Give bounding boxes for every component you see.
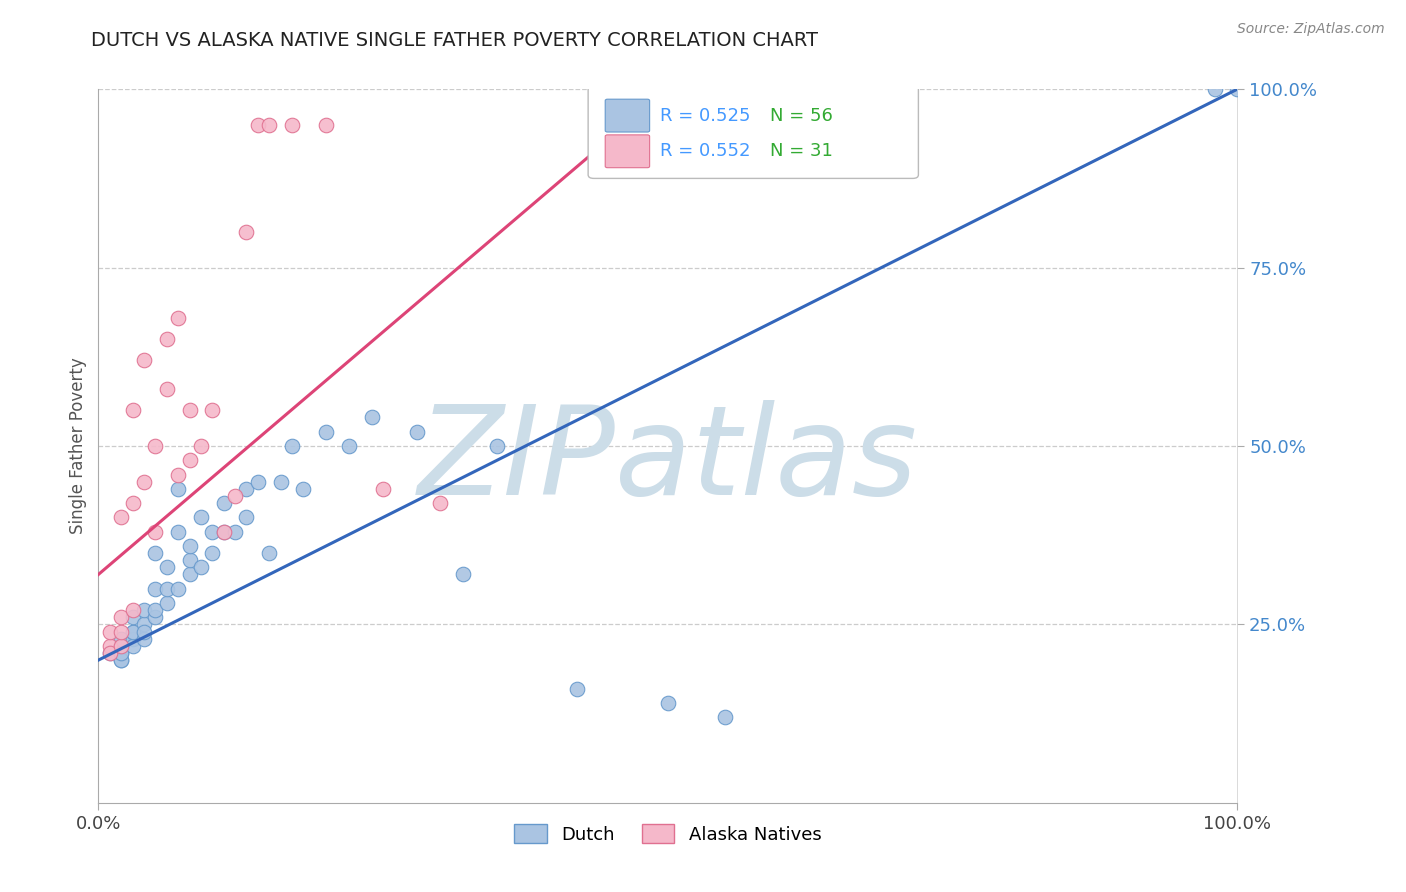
Point [201,546,224,560]
Point [110,510,132,524]
Text: DUTCH VS ALASKA NATIVE SINGLE FATHER POVERTY CORRELATION CHART: DUTCH VS ALASKA NATIVE SINGLE FATHER POV… [91,31,818,50]
Point [406,425,429,439]
Point [156,582,179,596]
Point [98,646,121,660]
Point [110,610,132,624]
Point [98,624,121,639]
Point [486,439,509,453]
Point [167,310,190,325]
Point [167,482,190,496]
FancyBboxPatch shape [588,86,918,178]
Point [292,482,315,496]
Text: N = 56: N = 56 [770,107,834,125]
Point [156,560,179,574]
Point [337,439,360,453]
Point [110,639,132,653]
Point [235,482,257,496]
Point [121,403,143,417]
Point [167,524,190,539]
Point [167,582,190,596]
Point [1204,82,1226,96]
Point [132,624,155,639]
Point [360,410,382,425]
Point [145,582,167,596]
Point [110,646,132,660]
Y-axis label: Single Father Poverty: Single Father Poverty [69,358,87,534]
Point [281,439,304,453]
Point [110,639,132,653]
Point [235,510,257,524]
Point [1226,82,1249,96]
Point [259,546,281,560]
Point [156,596,179,610]
Point [145,603,167,617]
Text: R = 0.552: R = 0.552 [659,143,751,161]
Point [132,617,155,632]
Point [110,632,132,646]
Point [224,489,246,503]
Point [246,118,269,132]
Point [145,610,167,624]
Point [110,653,132,667]
Point [121,610,143,624]
Point [212,524,235,539]
Point [315,118,337,132]
Point [145,524,167,539]
Point [235,225,257,239]
Point [121,639,143,653]
Point [132,353,155,368]
Point [190,510,212,524]
Point [190,560,212,574]
Text: ZIPatlas: ZIPatlas [418,400,918,521]
Point [270,475,292,489]
Point [565,681,588,696]
Point [179,553,201,567]
Text: N = 31: N = 31 [770,143,834,161]
Point [179,403,201,417]
Point [132,603,155,617]
Point [145,546,167,560]
Point [98,639,121,653]
Point [110,639,132,653]
Point [121,496,143,510]
Point [132,632,155,646]
Point [201,524,224,539]
Point [429,496,451,510]
FancyBboxPatch shape [605,99,650,132]
Point [212,496,235,510]
Point [451,567,474,582]
Point [259,118,281,132]
Point [179,453,201,467]
Point [121,624,143,639]
Point [110,653,132,667]
Point [224,524,246,539]
Point [156,332,179,346]
Legend: Dutch, Alaska Natives: Dutch, Alaska Natives [508,817,828,851]
Point [246,475,269,489]
Point [179,539,201,553]
Point [121,632,143,646]
Point [281,118,304,132]
Point [179,567,201,582]
Point [167,467,190,482]
Point [657,696,679,710]
Text: Source: ZipAtlas.com: Source: ZipAtlas.com [1237,22,1385,37]
Point [110,639,132,653]
Point [121,603,143,617]
Point [98,646,121,660]
Point [190,439,212,453]
Point [212,524,235,539]
Point [110,646,132,660]
Point [201,403,224,417]
Text: R = 0.525: R = 0.525 [659,107,751,125]
Point [121,624,143,639]
Point [714,710,737,724]
Point [156,382,179,396]
FancyBboxPatch shape [605,135,650,168]
Point [371,482,394,496]
Point [315,425,337,439]
Point [132,475,155,489]
Point [145,439,167,453]
Point [110,624,132,639]
